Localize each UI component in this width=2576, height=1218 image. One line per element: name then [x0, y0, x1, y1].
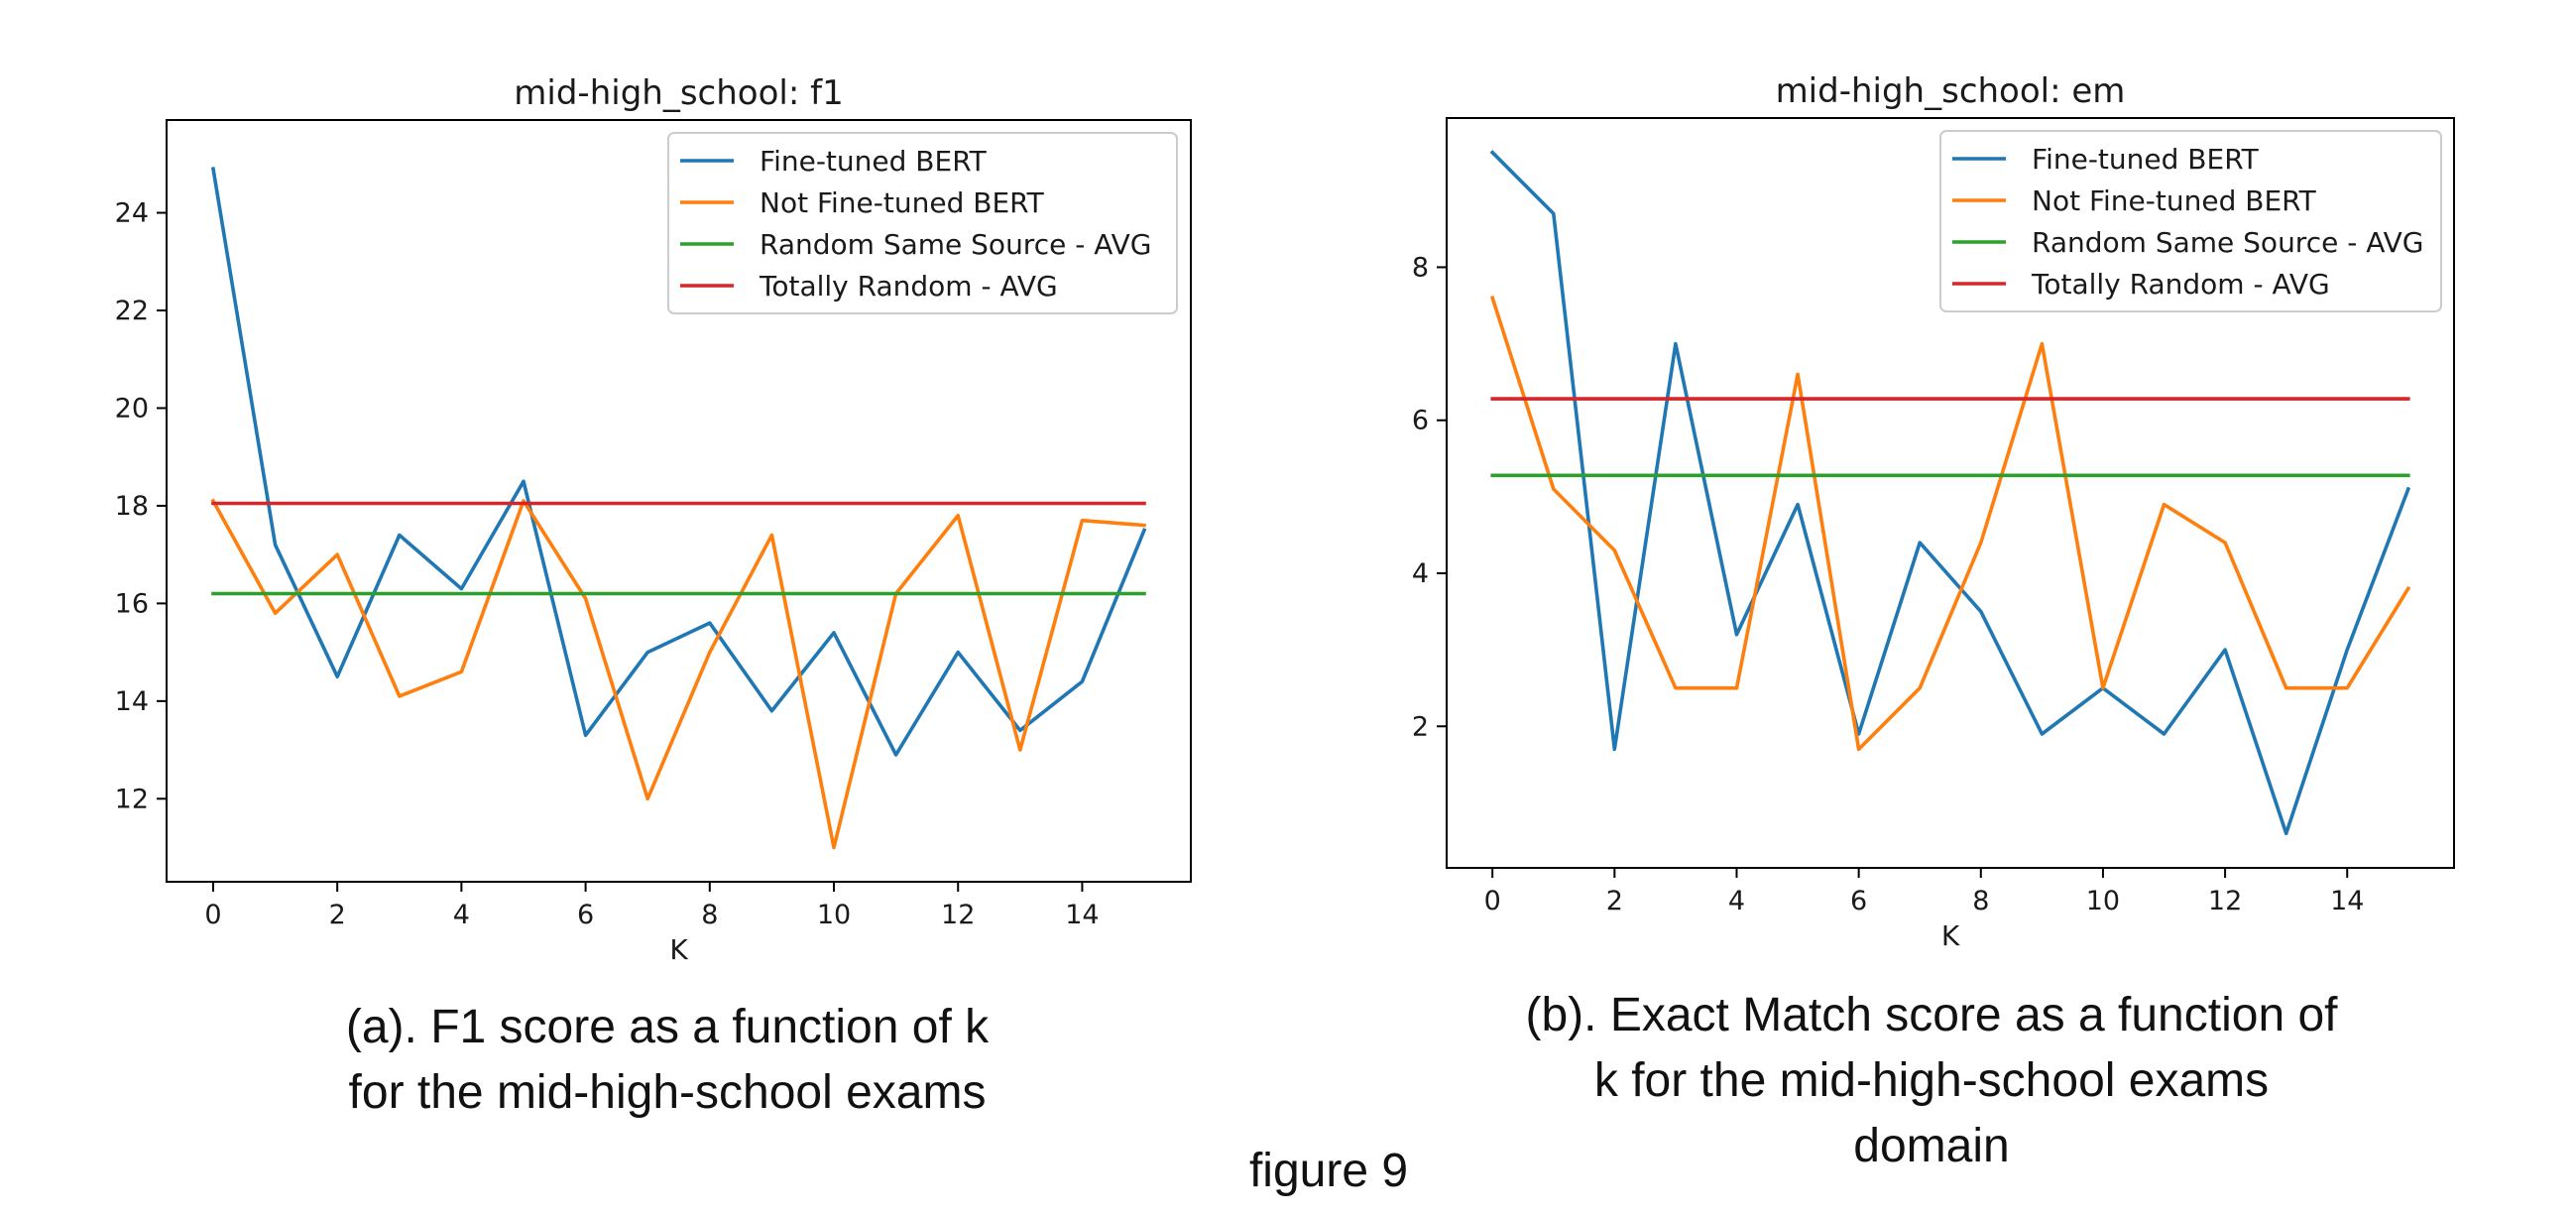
chart-0-legend-label-totally-random-avg: Totally Random - AVG	[759, 270, 1058, 303]
chart-0-legend-label-not-fine-tuned-bert: Not Fine-tuned BERT	[760, 186, 1045, 219]
chart-1-legend: Fine-tuned BERT Not Fine-tuned BERT Random…	[1939, 130, 2442, 312]
chart-0-y-tick-label-12: 12	[115, 784, 149, 814]
chart-em: mid-high_school: em0 2 4 6 8 10 12 142468KFine-…	[1412, 71, 2455, 952]
chart-1-y-tick-label-2: 2	[1412, 711, 1429, 742]
caption-right: (b). Exact Match score as a function of …	[1525, 989, 2338, 1172]
chart-1-series-group	[1489, 150, 2411, 836]
chart-1-title: mid-high_school: em	[1776, 71, 2126, 111]
chart-0-x-tick-label-12: 12	[941, 900, 975, 930]
chart-0-legend-label-fine-tuned-bert: Fine-tuned BERT	[760, 145, 988, 178]
caption-left: (a). F1 score as a function of k for the…	[346, 1001, 990, 1119]
chart-0-x-tick-label-8: 8	[701, 900, 718, 930]
chart-0-y-tick-label-24: 24	[115, 198, 149, 229]
chart-0-y-tick-label-22: 22	[115, 296, 149, 326]
chart-1-x-tick-label-8: 8	[1972, 886, 1989, 916]
chart-0-x-tick-label-4: 4	[453, 900, 470, 930]
chart-1-plot-frame	[1446, 117, 2455, 869]
caption-left-line-2: for the mid-high-school exams	[349, 1066, 987, 1119]
chart-1-x-tick-label-10: 10	[2086, 886, 2120, 916]
chart-f1: mid-high_school: f10 2 4 6 8 10 12 141214161820…	[115, 73, 1192, 966]
caption-right-line-3: domain	[1853, 1120, 2009, 1172]
chart-0-x-tick-label-2: 2	[329, 900, 346, 930]
chart-1-legend-label-random-same-source-avg: Random Same Source - AVG	[2032, 226, 2423, 259]
chart-0-x-tick-label-10: 10	[817, 900, 851, 930]
chart-0-legend-label-random-same-source-avg: Random Same Source - AVG	[760, 228, 1151, 261]
chart-1-x-tick-label-0: 0	[1484, 886, 1501, 916]
chart-0-y-tick-label-18: 18	[115, 491, 149, 522]
chart-1-x-tick-label-2: 2	[1606, 886, 1623, 916]
chart-0-series-not-fine-tuned-bert	[210, 498, 1146, 850]
chart-1-x-axis-label: K	[1941, 919, 1960, 952]
chart-0-y-tick-label-14: 14	[115, 686, 149, 717]
chart-1-legend-label-fine-tuned-bert: Fine-tuned BERT	[2032, 143, 2260, 176]
chart-1-legend-label-totally-random-avg: Totally Random - AVG	[2031, 268, 2330, 301]
chart-1-series-fine-tuned-bert	[1489, 150, 2411, 836]
chart-0-x-tick-label-6: 6	[577, 900, 594, 930]
chart-0-x-tick-label-0: 0	[204, 900, 221, 930]
chart-1-legend-box	[1939, 130, 2442, 312]
caption-left-line-1: (a). F1 score as a function of k	[346, 1001, 990, 1053]
chart-1-x-tick-label-6: 6	[1850, 886, 1867, 916]
chart-0-legend-box	[667, 132, 1178, 314]
chart-1-x-tick-label-12: 12	[2208, 886, 2242, 916]
chart-1-y-tick-label-6: 6	[1412, 406, 1429, 436]
chart-0-series-group	[210, 167, 1147, 850]
figure-label: figure 9	[1249, 1145, 1408, 1197]
chart-0-y-tick-label-20: 20	[115, 393, 149, 424]
chart-1-y-tick-label-4: 4	[1412, 558, 1429, 589]
chart-0-title: mid-high_school: f1	[514, 73, 843, 113]
chart-0-plot-frame	[166, 119, 1192, 883]
caption-right-line-1: (b). Exact Match score as a function of	[1525, 989, 2338, 1041]
chart-1-x-tick-label-4: 4	[1728, 886, 1745, 916]
chart-0-x-tick-label-14: 14	[1065, 900, 1099, 930]
chart-1-x-tick-label-14: 14	[2330, 886, 2364, 916]
caption-right-line-2: k for the mid-high-school exams	[1594, 1054, 2269, 1107]
chart-1-y-tick-label-8: 8	[1412, 252, 1429, 283]
chart-1-legend-label-not-fine-tuned-bert: Not Fine-tuned BERT	[2032, 184, 2317, 217]
chart-0-legend: Fine-tuned BERT Not Fine-tuned BERT Random…	[667, 132, 1178, 314]
chart-1-series-not-fine-tuned-bert	[1489, 296, 2411, 752]
chart-0-y-tick-label-16: 16	[115, 588, 149, 619]
chart-0-x-axis-label: K	[669, 933, 688, 966]
chart-0-series-fine-tuned-bert	[210, 167, 1147, 757]
